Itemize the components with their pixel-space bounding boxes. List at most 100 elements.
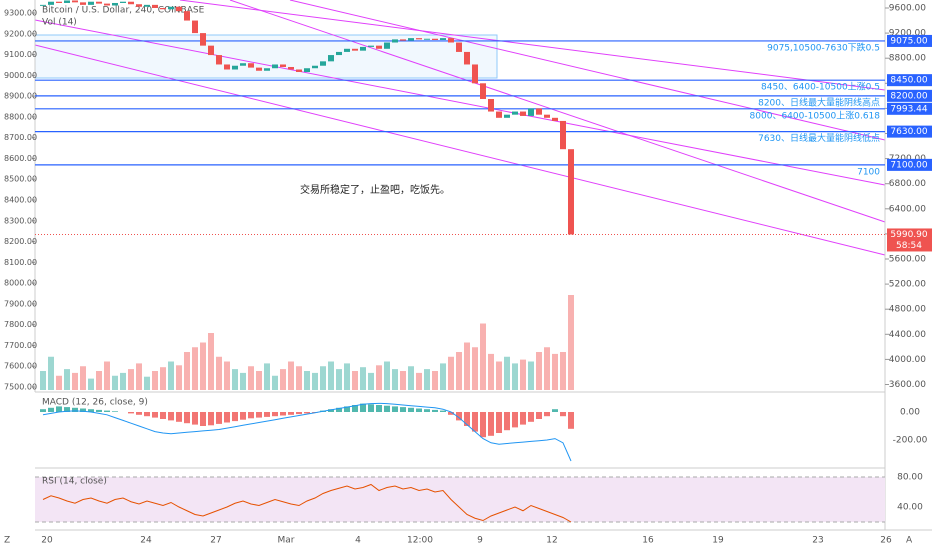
volume-bar	[120, 372, 126, 390]
y2-tick-label: 8100.00	[4, 258, 37, 267]
y2-tick-label: 7700.00	[4, 341, 37, 350]
price-tag	[887, 102, 932, 115]
macd-hist	[48, 407, 54, 412]
volume-bar	[432, 371, 438, 390]
y-tick-label: 5200.00	[889, 280, 926, 290]
volume-bar	[472, 347, 478, 390]
macd-hist	[128, 412, 134, 414]
candle	[352, 48, 358, 51]
volume-label: Vol (14)	[42, 18, 77, 28]
x-tick-label: 12	[546, 536, 557, 546]
y-tick-label: 8800.00	[889, 54, 926, 64]
macd-hist	[504, 412, 510, 431]
volume-bar	[368, 372, 374, 390]
macd-tick-label: 0.00	[900, 408, 920, 418]
volume-bar	[488, 353, 494, 390]
corner-label: A	[906, 536, 913, 546]
candle	[304, 68, 310, 73]
candle	[136, 4, 142, 7]
price-tag	[887, 89, 932, 102]
macd-hist	[152, 412, 158, 418]
volume-bar	[280, 369, 286, 390]
candle	[312, 65, 318, 69]
y2-tick-label: 8300.00	[4, 216, 37, 225]
countdown: 58:54	[896, 241, 922, 251]
volume-bar	[336, 369, 342, 390]
macd-hist	[360, 403, 366, 412]
macd-hist	[56, 406, 62, 412]
candle	[544, 114, 550, 118]
macd-hist	[160, 412, 166, 419]
candle	[488, 98, 494, 112]
macd-hist	[480, 412, 486, 438]
macd-hist	[136, 412, 142, 415]
price-tag-label: 7993.44	[890, 104, 927, 114]
rsi-band	[35, 477, 885, 522]
price-tag-label: 8450.00	[890, 76, 927, 86]
candle	[80, 2, 86, 5]
candle	[160, 8, 166, 10]
level-text: 7100	[857, 167, 880, 177]
macd-hist	[280, 412, 286, 416]
price-tag	[887, 228, 932, 252]
level-text: 8000、6400-10500上涨0.618	[750, 110, 881, 121]
candle	[408, 38, 414, 41]
volume-bar	[408, 366, 414, 390]
candle	[240, 63, 246, 66]
candle	[528, 108, 534, 116]
candle	[344, 48, 350, 52]
candle	[200, 33, 206, 46]
candle	[320, 61, 326, 66]
candle	[168, 6, 174, 10]
macd-hist	[552, 409, 558, 412]
level-text: 9075,10500-7630下跌0.5	[767, 42, 880, 53]
macd-hist	[40, 409, 46, 412]
candle	[464, 51, 470, 65]
volume-bar	[240, 372, 246, 390]
candle	[184, 11, 190, 21]
macd-hist	[88, 409, 94, 412]
y2-tick-label: 8700.00	[4, 133, 37, 142]
macd-hist	[72, 407, 78, 412]
candle	[96, 1, 102, 4]
volume-bar	[440, 363, 446, 390]
candle	[520, 111, 526, 116]
volume-bar	[544, 347, 550, 390]
volume-bar	[184, 352, 190, 390]
macd-hist	[456, 412, 462, 421]
volume-bar	[192, 347, 198, 390]
x-tick-label: 26	[880, 536, 892, 546]
volume-bar	[56, 375, 62, 390]
candle	[248, 63, 254, 68]
macd-hist	[248, 412, 254, 419]
macd-hist	[512, 412, 518, 428]
candle	[120, 1, 126, 3]
y2-tick-label: 8900.00	[4, 92, 37, 101]
candle	[232, 65, 238, 70]
volume-bar	[320, 366, 326, 390]
x-tick-label: 12:00	[407, 536, 433, 546]
macd-hist	[288, 412, 294, 415]
y2-tick-label: 8400.00	[4, 196, 37, 205]
price-tag	[887, 125, 932, 138]
volume-bar	[112, 375, 118, 390]
candle	[256, 67, 262, 71]
volume-bar	[200, 342, 206, 390]
x-tick-label: 20	[41, 536, 53, 546]
y-tick-label: 9200.00	[889, 29, 926, 39]
x-tick-label: 19	[712, 536, 724, 546]
macd-hist	[264, 412, 270, 417]
y-tick-label: 6400.00	[889, 204, 926, 214]
volume-bar	[288, 361, 294, 390]
macd-hist	[96, 409, 102, 412]
candle	[552, 117, 558, 121]
candle	[424, 38, 430, 40]
y2-tick-label: 7800.00	[4, 320, 37, 329]
macd-hist	[104, 410, 110, 412]
y2-tick-label: 8200.00	[4, 237, 37, 246]
candle	[480, 83, 486, 99]
level-text: 7630、日线最大量能阴线低点	[758, 132, 880, 144]
volume-bar	[456, 352, 462, 390]
x-tick-label: 24	[140, 536, 152, 546]
macd-hist	[376, 405, 382, 412]
